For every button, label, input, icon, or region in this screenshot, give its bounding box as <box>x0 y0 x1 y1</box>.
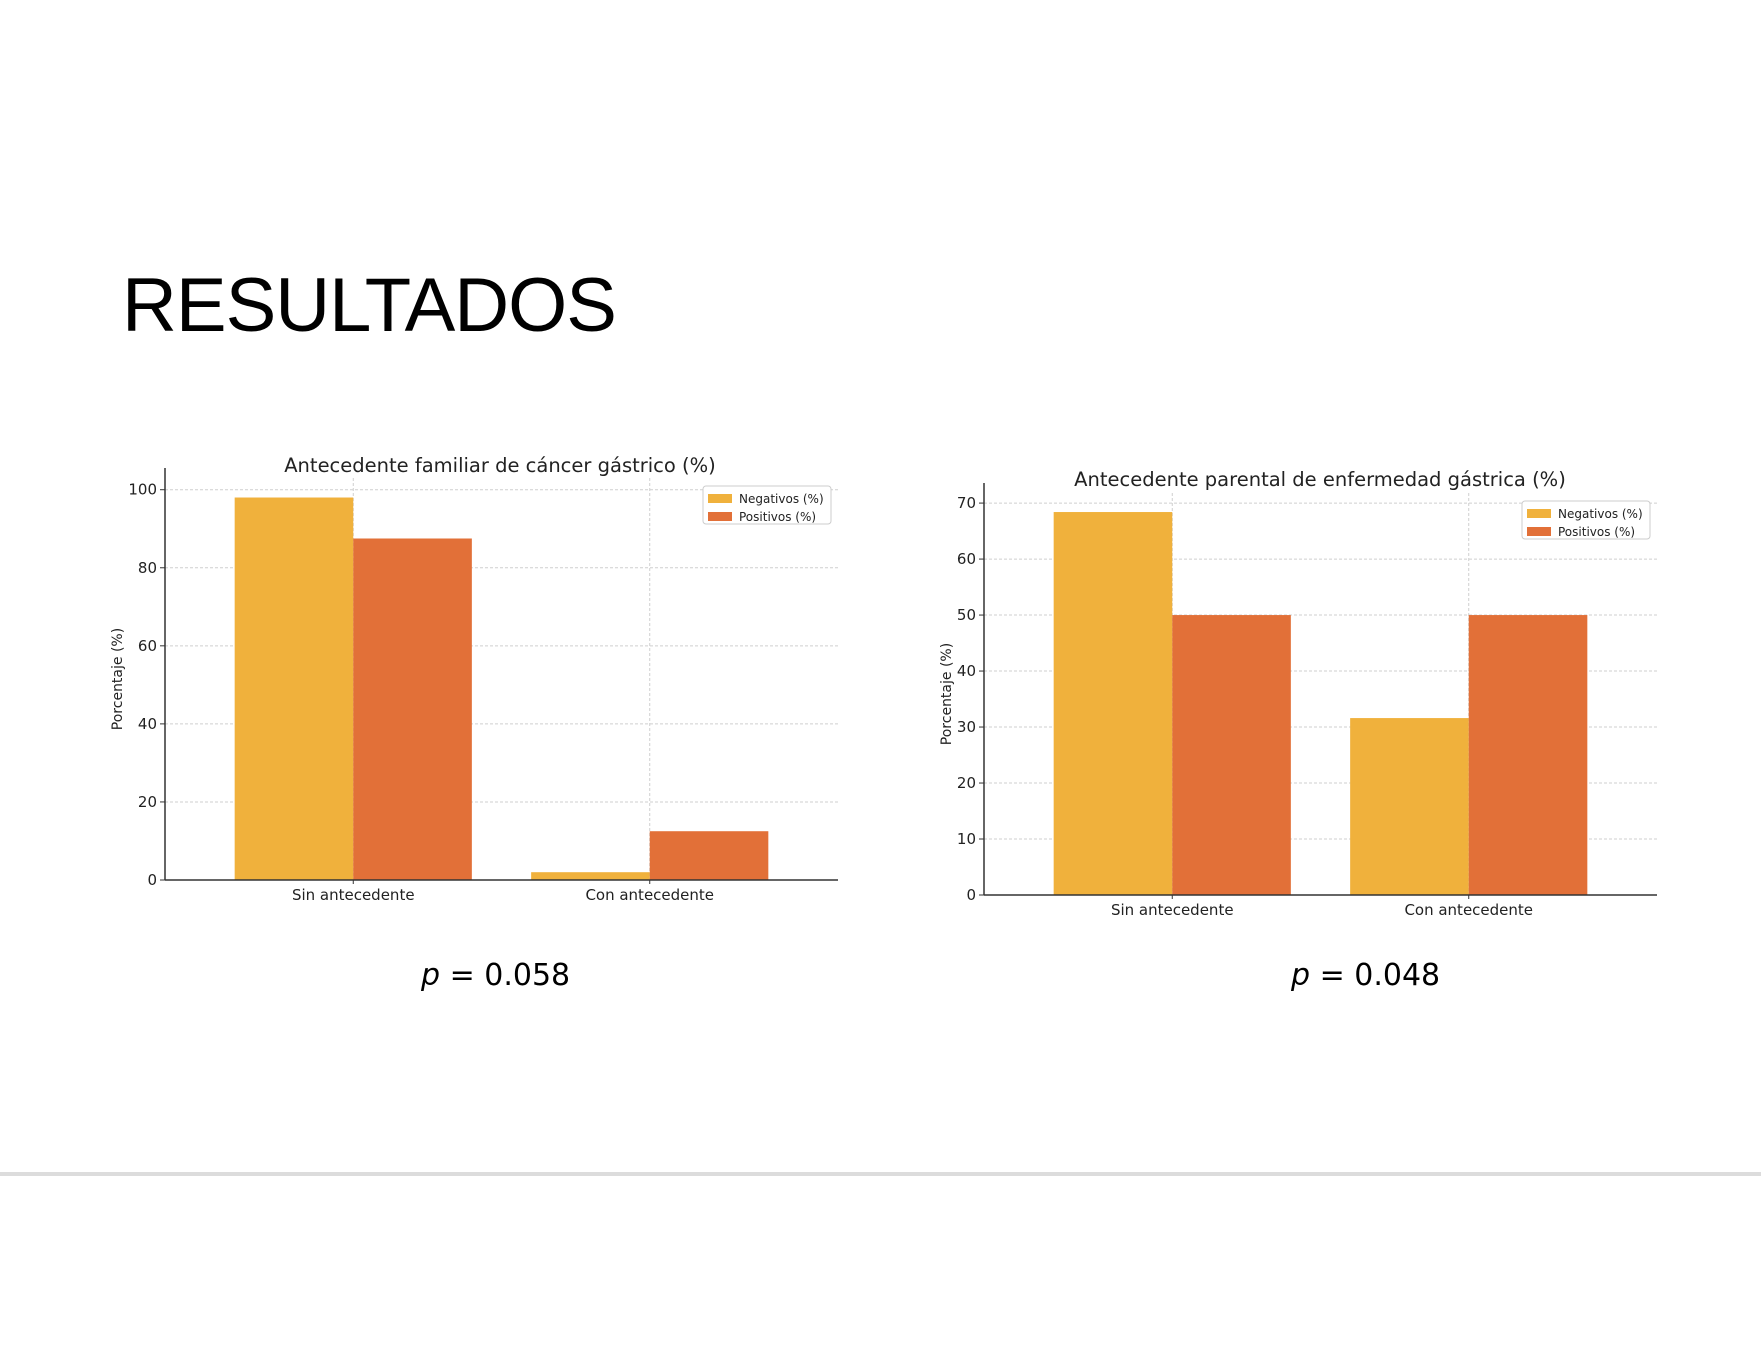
legend-swatch-positivos <box>708 512 732 521</box>
y-tick-label: 10 <box>957 830 976 848</box>
y-tick-label: 70 <box>957 494 976 512</box>
legend-label: Positivos (%) <box>1558 525 1635 539</box>
y-tick-label: 0 <box>966 886 976 904</box>
y-axis-label: Porcentaje (%) <box>939 643 955 745</box>
p-symbol: p <box>1291 958 1311 993</box>
y-tick-label: 0 <box>147 871 157 889</box>
x-tick-label: Sin antecedente <box>292 886 415 904</box>
y-tick-label: 20 <box>138 793 157 811</box>
y-tick-label: 30 <box>957 718 976 736</box>
y-tick-label: 40 <box>138 715 157 733</box>
bar-positivos-con-antecedente <box>1468 615 1588 895</box>
p-symbol: p <box>421 958 441 993</box>
p-value-chart-2: p = 0.048 <box>1291 958 1440 993</box>
legend-swatch-negativos <box>1527 509 1551 518</box>
y-tick-label: 100 <box>128 481 157 499</box>
y-tick-label: 50 <box>957 606 976 624</box>
y-tick-label: 60 <box>957 550 976 568</box>
legend-swatch-positivos <box>1527 527 1551 536</box>
legend-box <box>702 485 832 525</box>
bar-positivos-con-antecedente <box>649 831 769 880</box>
y-tick-label: 20 <box>957 774 976 792</box>
bar-negativos-sin-antecedente <box>234 497 354 880</box>
bar-negativos-con-antecedente <box>531 872 650 880</box>
legend-label: Negativos (%) <box>739 492 824 506</box>
slide-title: RESULTADOS <box>122 263 617 348</box>
y-tick-label: 40 <box>957 662 976 680</box>
chart-title: Antecedente familiar de cáncer gástrico … <box>284 454 716 477</box>
y-axis-label: Porcentaje (%) <box>110 628 126 730</box>
x-tick-label: Con antecedente <box>1404 901 1533 919</box>
bar-positivos-sin-antecedente <box>1172 615 1291 895</box>
bar-negativos-sin-antecedente <box>1053 512 1173 895</box>
bar-negativos-con-antecedente <box>1350 718 1469 895</box>
legend-label: Positivos (%) <box>739 510 816 524</box>
p-value-chart-1: p = 0.058 <box>421 958 570 993</box>
chart-title: Antecedente parental de enfermedad gástr… <box>1074 468 1566 491</box>
y-tick-label: 80 <box>138 559 157 577</box>
p-value-text: = 0.058 <box>440 958 571 993</box>
legend-box <box>1521 500 1651 540</box>
y-tick-label: 60 <box>138 637 157 655</box>
legend-label: Negativos (%) <box>1558 507 1643 521</box>
x-tick-label: Sin antecedente <box>1111 901 1234 919</box>
footer-divider <box>0 1172 1761 1176</box>
p-value-text: = 0.048 <box>1310 958 1441 993</box>
legend-swatch-negativos <box>708 494 732 503</box>
x-tick-label: Con antecedente <box>585 886 714 904</box>
bar-positivos-sin-antecedente <box>353 538 472 880</box>
